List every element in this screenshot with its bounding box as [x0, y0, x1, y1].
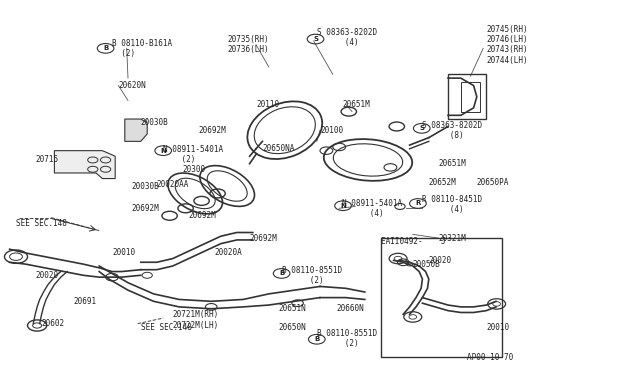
Text: S 08363-8202D
      (8): S 08363-8202D (8) [422, 121, 483, 140]
Text: 20030B: 20030B [131, 182, 159, 190]
Text: S: S [419, 125, 424, 131]
Text: SEE SEC.148: SEE SEC.148 [16, 219, 67, 228]
Text: 20692M: 20692M [189, 211, 216, 220]
Text: 20651M: 20651M [438, 159, 466, 168]
Text: 20602: 20602 [42, 319, 65, 328]
Bar [381, 238, 502, 357]
Text: S 08363-8202D
      (4): S 08363-8202D (4) [317, 28, 377, 47]
Text: EAII0492-    J: EAII0492- J [381, 237, 445, 246]
Text: 20030B: 20030B [141, 118, 168, 127]
Text: SEE SEC.148: SEE SEC.148 [141, 323, 191, 332]
Bar [448, 74, 486, 119]
Text: 20660N: 20660N [336, 304, 364, 313]
Polygon shape [54, 151, 115, 179]
Text: 20020AA: 20020AA [157, 180, 189, 189]
Text: 20020: 20020 [429, 256, 452, 265]
Text: 20692M: 20692M [198, 126, 226, 135]
Text: AP00 10 70: AP00 10 70 [467, 353, 513, 362]
Text: 20745(RH)
20746(LH)
20743(RH)
20744(LH): 20745(RH) 20746(LH) 20743(RH) 20744(LH) [486, 25, 528, 65]
Text: 20321M: 20321M [438, 234, 466, 243]
Text: 20100: 20100 [320, 126, 343, 135]
Text: B 08110-8551D
      (2): B 08110-8551D (2) [317, 329, 377, 348]
Text: B 08110-8551D
      (2): B 08110-8551D (2) [282, 266, 342, 285]
Text: N: N [340, 203, 346, 209]
Bar [461, 82, 480, 112]
Text: 20650NA: 20650NA [262, 144, 295, 153]
Text: S: S [313, 36, 318, 42]
Text: 20010: 20010 [112, 248, 135, 257]
Text: 20620N: 20620N [118, 81, 146, 90]
Text: 20692M: 20692M [131, 204, 159, 213]
Text: 20721M(RH)
20722M(LH): 20721M(RH) 20722M(LH) [173, 310, 219, 330]
Text: 20692M: 20692M [250, 234, 277, 243]
Text: B 08110-B161A
  (2): B 08110-B161A (2) [112, 39, 172, 58]
Text: 20715: 20715 [35, 155, 58, 164]
Text: 20652M: 20652M [429, 178, 456, 187]
Text: N: N [160, 148, 166, 154]
Polygon shape [125, 119, 147, 141]
Text: 20300: 20300 [182, 165, 205, 174]
Text: 20050B: 20050B [413, 260, 440, 269]
Text: B: B [103, 45, 108, 51]
Text: R 08110-8451D
      (4): R 08110-8451D (4) [422, 195, 483, 214]
Text: 20020: 20020 [35, 271, 58, 280]
Text: 20650N: 20650N [278, 323, 306, 332]
Text: 20010: 20010 [486, 323, 509, 332]
Text: 20020A: 20020A [214, 248, 242, 257]
Text: B: B [279, 270, 284, 276]
Text: 20691: 20691 [74, 297, 97, 306]
Text: N 08911-5401A
      (4): N 08911-5401A (4) [342, 199, 403, 218]
Text: 20651M: 20651M [342, 100, 370, 109]
Text: N 08911-5401A
    (2): N 08911-5401A (2) [163, 145, 223, 164]
Text: 20110: 20110 [256, 100, 279, 109]
Text: B: B [314, 336, 319, 342]
Text: 20735(RH)
20736(LH): 20735(RH) 20736(LH) [227, 35, 269, 54]
Text: R: R [415, 201, 420, 206]
Text: 20651N: 20651N [278, 304, 306, 313]
Text: 20650PA: 20650PA [477, 178, 509, 187]
